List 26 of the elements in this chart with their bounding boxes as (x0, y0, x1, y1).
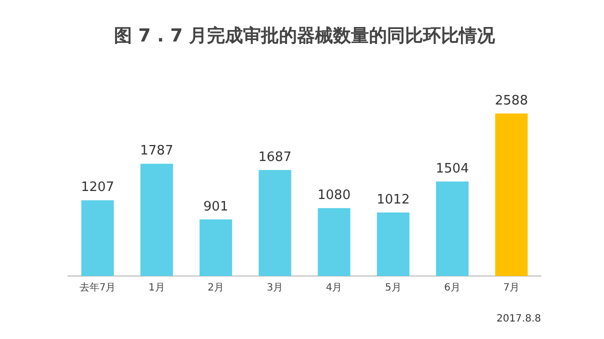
data-label: 1207 (81, 180, 114, 196)
bar (495, 113, 528, 276)
data-label: 2588 (494, 93, 528, 108)
bar (140, 164, 173, 276)
x-tick-label: 3月 (266, 282, 284, 294)
bar (81, 200, 114, 276)
data-label: 1080 (318, 188, 351, 204)
chart-title: 图 7 . 7 月完成审批的器械数量的同比环比情况 (114, 25, 496, 46)
data-label: 1012 (376, 192, 410, 208)
data-label: 1687 (258, 150, 292, 165)
x-tick-label: 2月 (208, 282, 224, 294)
x-tick-label: 4月 (326, 282, 342, 294)
x-tick-label: 6月 (444, 282, 460, 294)
bar (200, 219, 232, 276)
data-label: 1787 (140, 144, 174, 159)
text: 2017.8.8 (496, 314, 541, 325)
x-tick-label: 去年7月 (79, 282, 116, 294)
bar (318, 208, 350, 276)
data-label: 1504 (436, 161, 469, 176)
x-tick-label: 7月 (503, 282, 520, 294)
x-tick-label: 1月 (148, 282, 165, 294)
data-label: 901 (203, 199, 228, 214)
bar (436, 182, 469, 276)
x-tick-label: 5月 (385, 282, 402, 294)
bar (258, 170, 292, 276)
bar (376, 212, 410, 276)
